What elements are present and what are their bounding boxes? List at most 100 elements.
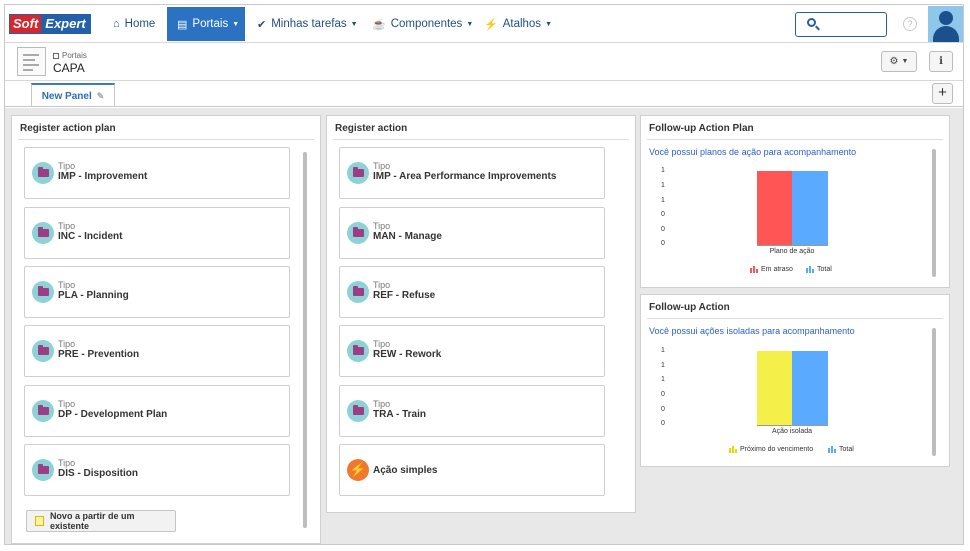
legend-item[interactable]: Total <box>806 266 832 273</box>
followup-action-plan-panel: Follow-up Action Plan Você possui planos… <box>640 115 950 288</box>
folder-icon <box>32 281 54 303</box>
nav-atalhos[interactable]: ⚡ Atalhos ▼ <box>484 7 552 41</box>
scrollbar[interactable] <box>932 328 936 456</box>
breadcrumb[interactable]: Portais <box>53 51 87 60</box>
tab-divider <box>5 106 963 107</box>
folder-icon <box>347 162 369 184</box>
card-type-label: Tipo <box>58 458 76 468</box>
user-avatar[interactable] <box>928 6 963 42</box>
nav-portais[interactable]: ▤ Portais ▼ <box>167 7 245 41</box>
x-category-label: Plano de ação <box>769 248 815 255</box>
nav-home-label: Home <box>124 18 156 30</box>
folder-icon <box>347 400 369 422</box>
avatar-body <box>933 26 959 42</box>
action-card[interactable]: Tipo REF - Refuse <box>339 266 605 318</box>
followup-action-panel: Follow-up Action Você possui ações isola… <box>640 294 950 467</box>
chevron-down-icon: ▼ <box>901 58 909 65</box>
bar-chart-icon <box>828 446 836 453</box>
y-tick-label: 1 <box>661 197 665 204</box>
home-icon: ⌂ <box>113 18 120 30</box>
card-name: REW - Rework <box>373 349 442 360</box>
avatar-head <box>939 11 953 25</box>
add-panel-button[interactable]: + <box>932 83 953 104</box>
card-name: PLA - Planning <box>58 290 129 301</box>
panel-title: Follow-up Action <box>649 302 730 313</box>
action-plan-card[interactable]: Tipo PRE - Prevention <box>24 325 290 377</box>
y-tick-label: 1 <box>661 362 665 369</box>
legend-item[interactable]: Em atraso <box>750 266 793 273</box>
nav-atalhos-label: Atalhos <box>502 18 542 30</box>
pencil-icon[interactable]: ✎ <box>96 90 105 101</box>
action-card[interactable]: Tipo REW - Rework <box>339 325 605 377</box>
simple-action-card[interactable]: ⚡ Ação simples <box>339 444 605 496</box>
register-action-plan-panel: Register action plan Tipo IMP - Improvem… <box>11 115 321 544</box>
followup-plan-subtitle[interactable]: Você possui planos de ação para acompanh… <box>649 147 857 157</box>
info-icon: i <box>939 56 943 67</box>
action-plan-card[interactable]: Tipo DP - Development Plan <box>24 385 290 437</box>
y-tick-label: 1 <box>661 167 665 174</box>
action-card[interactable]: Tipo IMP - Area Performance Improvements <box>339 147 605 199</box>
folder-icon <box>32 459 54 481</box>
card-type-label: Tipo <box>58 221 76 231</box>
folder-icon <box>347 222 369 244</box>
nav-portais-label: Portais <box>192 18 229 30</box>
card-type-label: Tipo <box>373 399 391 409</box>
help-icon[interactable]: ? <box>903 17 917 31</box>
tab-new-panel[interactable]: New Panel ✎ <box>31 83 115 107</box>
trophy-icon: ☕ <box>372 18 386 31</box>
bar-proximo-vencimento[interactable] <box>757 351 792 425</box>
x-category-label: Ação isolada <box>771 428 813 435</box>
divider <box>333 139 629 140</box>
card-type-label: Tipo <box>373 339 391 349</box>
folder-icon <box>32 162 54 184</box>
action-plan-card[interactable]: Tipo PLA - Planning <box>24 266 290 318</box>
settings-button[interactable]: ⚙ ▼ <box>881 51 917 72</box>
bar-em-atraso[interactable] <box>757 171 792 245</box>
followup-action-subtitle[interactable]: Você possui ações isoladas para acompanh… <box>649 326 855 336</box>
softexpert-logo[interactable]: Soft Expert <box>9 14 91 34</box>
card-type-label: Tipo <box>58 339 76 349</box>
y-tick-label: 0 <box>661 420 665 427</box>
page-title: CAPA <box>53 61 85 75</box>
y-tick-label: 1 <box>661 347 665 354</box>
search-input[interactable] <box>795 12 887 37</box>
panel-title: Register action <box>335 123 408 134</box>
card-name: REF - Refuse <box>373 290 436 301</box>
nav-componentes[interactable]: ☕ Componentes ▼ <box>372 7 473 41</box>
logo-expert: Expert <box>41 15 90 33</box>
panel-title: Register action plan <box>20 123 116 134</box>
new-from-existing-button[interactable]: Novo a partir de um existente <box>26 510 176 532</box>
action-card[interactable]: Tipo MAN - Manage <box>339 207 605 259</box>
card-name: PRE - Prevention <box>58 349 140 360</box>
bar-chart-icon <box>806 266 814 273</box>
copy-icon <box>35 516 44 526</box>
bar-total[interactable] <box>792 171 828 245</box>
legend-item[interactable]: Próximo do vencimento <box>729 446 813 453</box>
action-card[interactable]: Tipo TRA - Train <box>339 385 605 437</box>
card-name: Ação simples <box>373 465 438 476</box>
chevron-down-icon: ▼ <box>545 20 552 28</box>
bar-total[interactable] <box>792 351 828 425</box>
action-plan-card[interactable]: Tipo IMP - Improvement <box>24 147 290 199</box>
y-tick-label: 0 <box>661 226 665 233</box>
divider <box>647 139 943 140</box>
logo-soft: Soft <box>10 15 42 33</box>
card-type-label: Tipo <box>373 221 391 231</box>
legend-item[interactable]: Total <box>828 446 854 453</box>
card-name: MAN - Manage <box>373 231 442 242</box>
action-plan-card[interactable]: Tipo INC - Incident <box>24 207 290 259</box>
action-plan-card[interactable]: Tipo DIS - Disposition <box>24 444 290 496</box>
scrollbar[interactable] <box>303 152 307 528</box>
nav-minhas-tarefas[interactable]: ✔ Minhas tarefas ▼ <box>257 7 358 41</box>
info-button[interactable]: i <box>929 51 953 72</box>
tab-bar: New Panel ✎ + <box>5 81 963 108</box>
nav-home[interactable]: ⌂ Home <box>113 7 155 41</box>
portal-icon: ▤ <box>177 18 188 31</box>
legend-label: Total <box>817 266 832 273</box>
card-name: IMP - Area Performance Improvements <box>373 171 557 182</box>
scrollbar[interactable] <box>932 149 936 277</box>
chevron-down-icon: ▼ <box>466 20 474 28</box>
folder-icon <box>347 281 369 303</box>
page-header: Portais CAPA ⚙ ▼ i <box>5 43 963 81</box>
bar-chart-icon <box>729 446 737 453</box>
